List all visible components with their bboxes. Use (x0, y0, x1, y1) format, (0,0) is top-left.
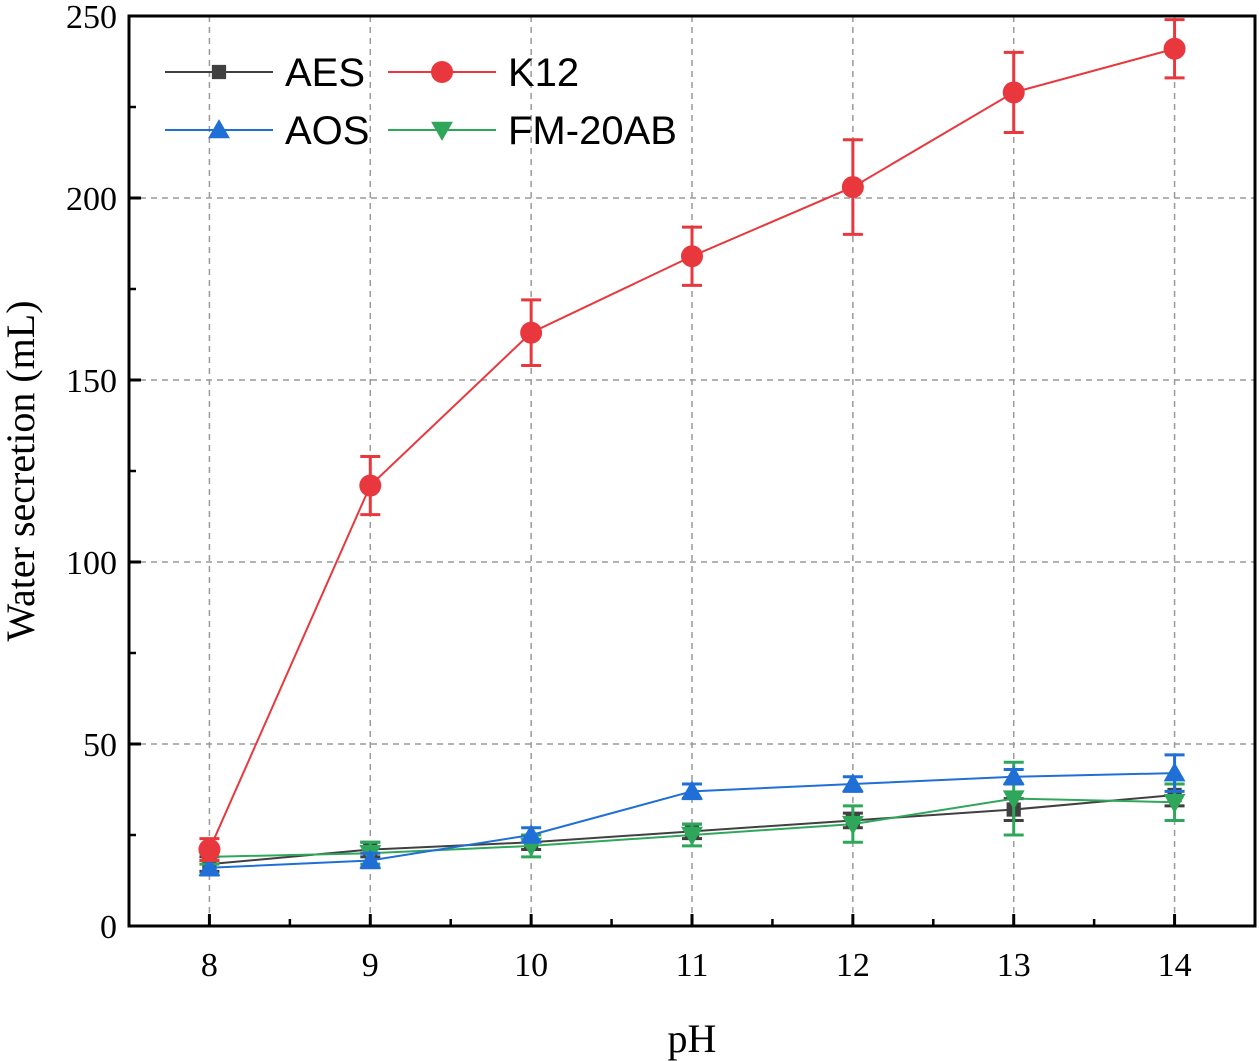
x-tick-label: 13 (997, 947, 1031, 984)
y-tick-label: 250 (66, 0, 117, 36)
x-tick-label: 9 (362, 947, 379, 984)
series-layer (198, 18, 1186, 877)
y-tick-label: 150 (66, 363, 117, 400)
data-point (1163, 37, 1186, 60)
data-point (198, 856, 221, 876)
series-aos (198, 753, 1186, 877)
y-axis-title: Water secretion (mL) (0, 300, 43, 641)
y-tick-label: 0 (100, 909, 117, 946)
legend: AES K12 AOS FM-20AB (165, 51, 677, 153)
legend-label: FM-20AB (508, 109, 677, 153)
x-tick-label: 10 (514, 947, 548, 984)
data-point (1002, 790, 1025, 810)
data-point (1002, 765, 1025, 785)
x-tick-label: 11 (676, 947, 709, 984)
data-point (681, 826, 703, 846)
legend-marker (431, 121, 453, 141)
legend-item-fm-20ab: FM-20AB (388, 109, 677, 153)
data-point (520, 321, 543, 344)
axis-ticks: 8 9 10 11 12 13 14 0 50 100 150 200 250 (66, 0, 1192, 984)
series-k12 (198, 18, 1186, 862)
data-point (841, 773, 864, 793)
y-tick-label: 200 (66, 181, 117, 218)
legend-label: K12 (508, 51, 579, 95)
legend-item-k12: K12 (388, 51, 579, 95)
data-point (681, 780, 703, 800)
legend-marker (208, 119, 230, 139)
data-point (841, 815, 864, 836)
legend-item-aos: AOS (165, 109, 369, 153)
x-tick-label: 8 (201, 947, 218, 984)
data-point (520, 824, 543, 844)
data-point (841, 176, 864, 199)
x-axis-title: pH (668, 1016, 717, 1061)
legend-marker (431, 61, 453, 83)
data-point (359, 474, 382, 497)
data-point (359, 849, 382, 869)
legend-label: AES (285, 51, 365, 95)
data-point (1163, 762, 1186, 782)
y-tick-label: 50 (83, 727, 117, 764)
legend-label: AOS (285, 109, 369, 153)
legend-item-aes: AES (165, 51, 365, 95)
data-point (198, 838, 221, 861)
x-tick-label: 14 (1158, 947, 1192, 984)
x-tick-label: 12 (836, 947, 870, 984)
data-point (1002, 81, 1025, 104)
data-point (681, 245, 703, 268)
legend-marker (211, 64, 227, 80)
data-point (1163, 794, 1186, 814)
y-tick-label: 100 (66, 545, 117, 582)
